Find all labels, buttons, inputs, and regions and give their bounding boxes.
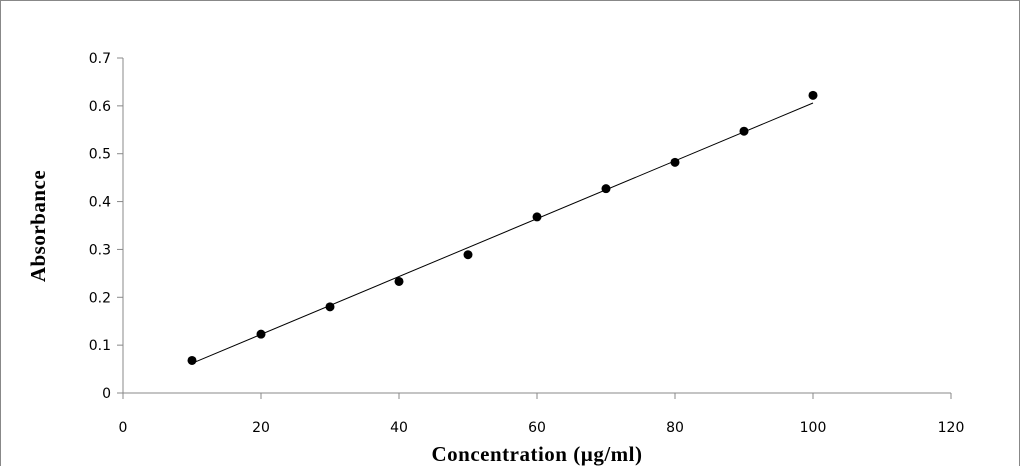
x-axis-title: Concentration (µg/ml): [432, 442, 643, 466]
y-tick-label: 0.1: [89, 338, 111, 354]
x-tick-label: 60: [528, 420, 546, 436]
y-tick-label: 0.4: [89, 195, 111, 211]
x-tick-label: 20: [252, 420, 270, 436]
data-point: [463, 250, 473, 260]
y-tick-label: 0.3: [89, 242, 111, 258]
y-tick-label: 0: [102, 386, 111, 402]
data-point: [256, 329, 266, 339]
x-ticks: 0 20 40 60 80 100 120: [119, 393, 965, 436]
y-ticks: 0 0.1 0.2 0.3 0.4 0.5 0.6 0.7: [89, 51, 123, 402]
data-point: [187, 355, 197, 365]
trendline-group: [191, 102, 814, 364]
data-points: [187, 90, 818, 365]
y-tick-label: 0.7: [89, 51, 111, 67]
data-point: [808, 90, 818, 100]
axes: [122, 58, 951, 394]
x-tick-label: 120: [938, 420, 965, 436]
x-tick-label: 80: [666, 420, 684, 436]
y-tick-label: 0.2: [89, 290, 111, 306]
data-point: [394, 276, 404, 286]
y-tick-label: 0.6: [89, 99, 111, 115]
x-tick-label: 40: [390, 420, 408, 436]
y-tick-label: 0.5: [89, 147, 111, 163]
data-point: [532, 212, 542, 222]
data-point: [670, 157, 680, 167]
data-point: [325, 302, 335, 312]
x-tick-label: 100: [800, 420, 827, 436]
data-point: [739, 126, 749, 136]
data-point: [601, 184, 611, 194]
x-tick-label: 0: [119, 420, 128, 436]
y-axis-title: Absorbance: [26, 170, 50, 282]
linear-trendline: [191, 102, 814, 364]
